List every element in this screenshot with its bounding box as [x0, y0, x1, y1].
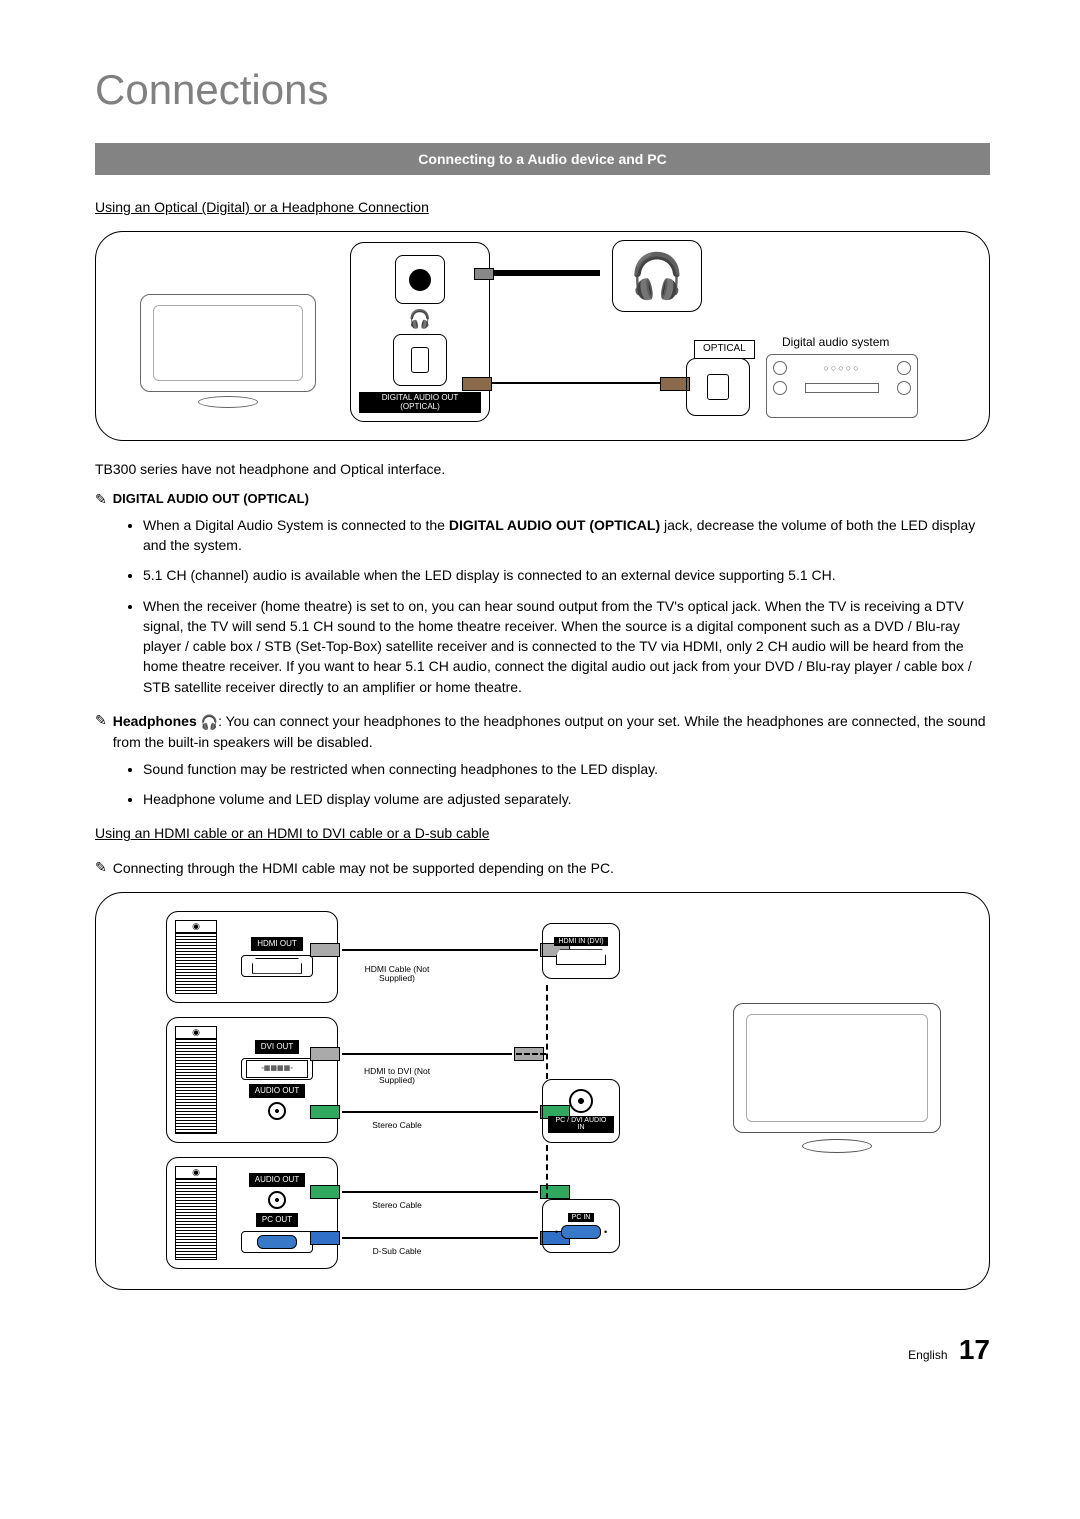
- audio-out-label: AUDIO OUT: [249, 1173, 305, 1187]
- headphone-cable: [492, 270, 600, 276]
- pc-tower-icon: ◉: [175, 920, 217, 994]
- audio-jack-icon: [268, 1191, 286, 1209]
- list-item: 5.1 CH (channel) audio is available when…: [143, 565, 990, 585]
- audio-system-icon: ○○○○○: [766, 354, 918, 418]
- diagram-audio-connection: 🎧 DIGITAL AUDIO OUT (OPTICAL) 🎧 OPTICAL …: [95, 231, 990, 441]
- stereo-cable-1: [342, 1111, 538, 1113]
- headphone-icon: 🎧: [201, 712, 218, 732]
- pc-tower-icon: ◉: [175, 1166, 217, 1260]
- audio-out-label: AUDIO OUT: [249, 1084, 305, 1098]
- tv-port-panel: 🎧 DIGITAL AUDIO OUT (OPTICAL): [350, 242, 490, 422]
- note-icon: ✎: [95, 858, 107, 876]
- section-bar: Connecting to a Audio device and PC: [95, 143, 990, 175]
- diagram-dash: [516, 1053, 546, 1055]
- headphone-jack-icon: [395, 255, 445, 303]
- dsub-cable-caption: D-Sub Cable: [352, 1247, 442, 1256]
- receiver-port-icon: [686, 358, 750, 416]
- hdmi-out-label: HDMI OUT: [251, 937, 303, 951]
- pc-vga-group: ◉ AUDIO OUT PC OUT: [166, 1157, 338, 1269]
- page-number: 17: [959, 1334, 990, 1365]
- digital-audio-out-label: DIGITAL AUDIO OUT (OPTICAL): [113, 490, 309, 509]
- hdmi-port-icon: [241, 955, 313, 977]
- pc-out-label: PC OUT: [256, 1213, 298, 1227]
- headphones-bullet-list: Sound function may be restricted when co…: [143, 759, 990, 810]
- list-item: When the receiver (home theatre) is set …: [143, 596, 990, 697]
- list-item: When a Digital Audio System is connected…: [143, 515, 990, 556]
- tb300-note: TB300 series have not headphone and Opti…: [95, 459, 990, 479]
- headphone-icon: 🎧: [409, 310, 431, 328]
- optical-tag: OPTICAL: [694, 340, 755, 359]
- headphones-label: Headphones: [113, 713, 197, 729]
- tv-icon: [140, 294, 316, 412]
- hdmi-pc-note: ✎ Connecting through the HDMI cable may …: [95, 858, 990, 878]
- hdmi-dvi-cable: [342, 1053, 512, 1055]
- pc-in-label: PC IN: [568, 1213, 595, 1223]
- audio-jack-icon: [268, 1102, 286, 1120]
- hdmi-cable: [342, 949, 538, 951]
- stereo-cable-2: [342, 1191, 538, 1193]
- dvi-out-label: DVI OUT: [255, 1040, 299, 1054]
- dsub-cable: [342, 1237, 538, 1239]
- stereo-cable-caption: Stereo Cable: [352, 1121, 442, 1130]
- diagram-pc-connection: ◉ HDMI OUT ◉ DVI OUT ◦▦▦▦▦◦ AUDIO OUT ◉ …: [95, 892, 990, 1290]
- hdmi-pc-note-text: Connecting through the HDMI cable may no…: [113, 858, 614, 878]
- subheading-optical-headphone: Using an Optical (Digital) or a Headphon…: [95, 197, 990, 217]
- vga-port-icon: [241, 1231, 313, 1253]
- pc-dvi-audio-in-label: PC / DVI AUDIO IN: [548, 1116, 614, 1133]
- digital-audio-system-label: Digital audio system: [782, 334, 889, 351]
- pc-hdmi-group: ◉ HDMI OUT: [166, 911, 338, 1003]
- hdmi-cable-caption: HDMI Cable (Not Supplied): [352, 965, 442, 984]
- page-footer: English 17: [95, 1330, 990, 1371]
- tv-icon: [733, 1003, 941, 1173]
- note-icon: ✎: [95, 711, 107, 729]
- digital-audio-out-heading: ✎ DIGITAL AUDIO OUT (OPTICAL): [95, 490, 990, 509]
- subheading-hdmi-dvi-dsub: Using an HDMI cable or an HDMI to DVI ca…: [95, 823, 990, 843]
- digital-audio-bullet-list: When a Digital Audio System is connected…: [143, 515, 990, 697]
- tv-audio-in-port: PC / DVI AUDIO IN: [542, 1079, 620, 1143]
- note-icon: ✎: [95, 490, 107, 508]
- pc-tower-icon: ◉: [175, 1026, 217, 1134]
- list-item: Sound function may be restricted when co…: [143, 759, 990, 779]
- page-title: Connections: [95, 60, 990, 121]
- optical-cable: [492, 382, 660, 384]
- stereo-cable-caption: Stereo Cable: [352, 1201, 442, 1210]
- diagram-dash: [546, 985, 548, 1079]
- diagram-dash: [546, 1145, 548, 1199]
- tv-pc-in-port: PC IN ••: [542, 1199, 620, 1253]
- headphones-heading: ✎ Headphones 🎧: You can connect your hea…: [95, 711, 990, 753]
- hdmi-dvi-cable-caption: HDMI to DVI (Not Supplied): [352, 1067, 442, 1086]
- dvi-port-icon: ◦▦▦▦▦◦: [241, 1058, 313, 1080]
- list-item: Headphone volume and LED display volume …: [143, 789, 990, 809]
- tv-hdmi-in-port: HDMI IN (DVI): [542, 923, 620, 979]
- headphones-device-icon: 🎧: [612, 240, 702, 312]
- optical-port-label: DIGITAL AUDIO OUT (OPTICAL): [359, 392, 481, 414]
- optical-port-icon: [393, 334, 447, 386]
- pc-dvi-group: ◉ DVI OUT ◦▦▦▦▦◦ AUDIO OUT: [166, 1017, 338, 1143]
- headphones-text: : You can connect your headphones to the…: [113, 713, 986, 750]
- hdmi-in-label: HDMI IN (DVI): [554, 937, 607, 947]
- language-label: English: [908, 1348, 947, 1362]
